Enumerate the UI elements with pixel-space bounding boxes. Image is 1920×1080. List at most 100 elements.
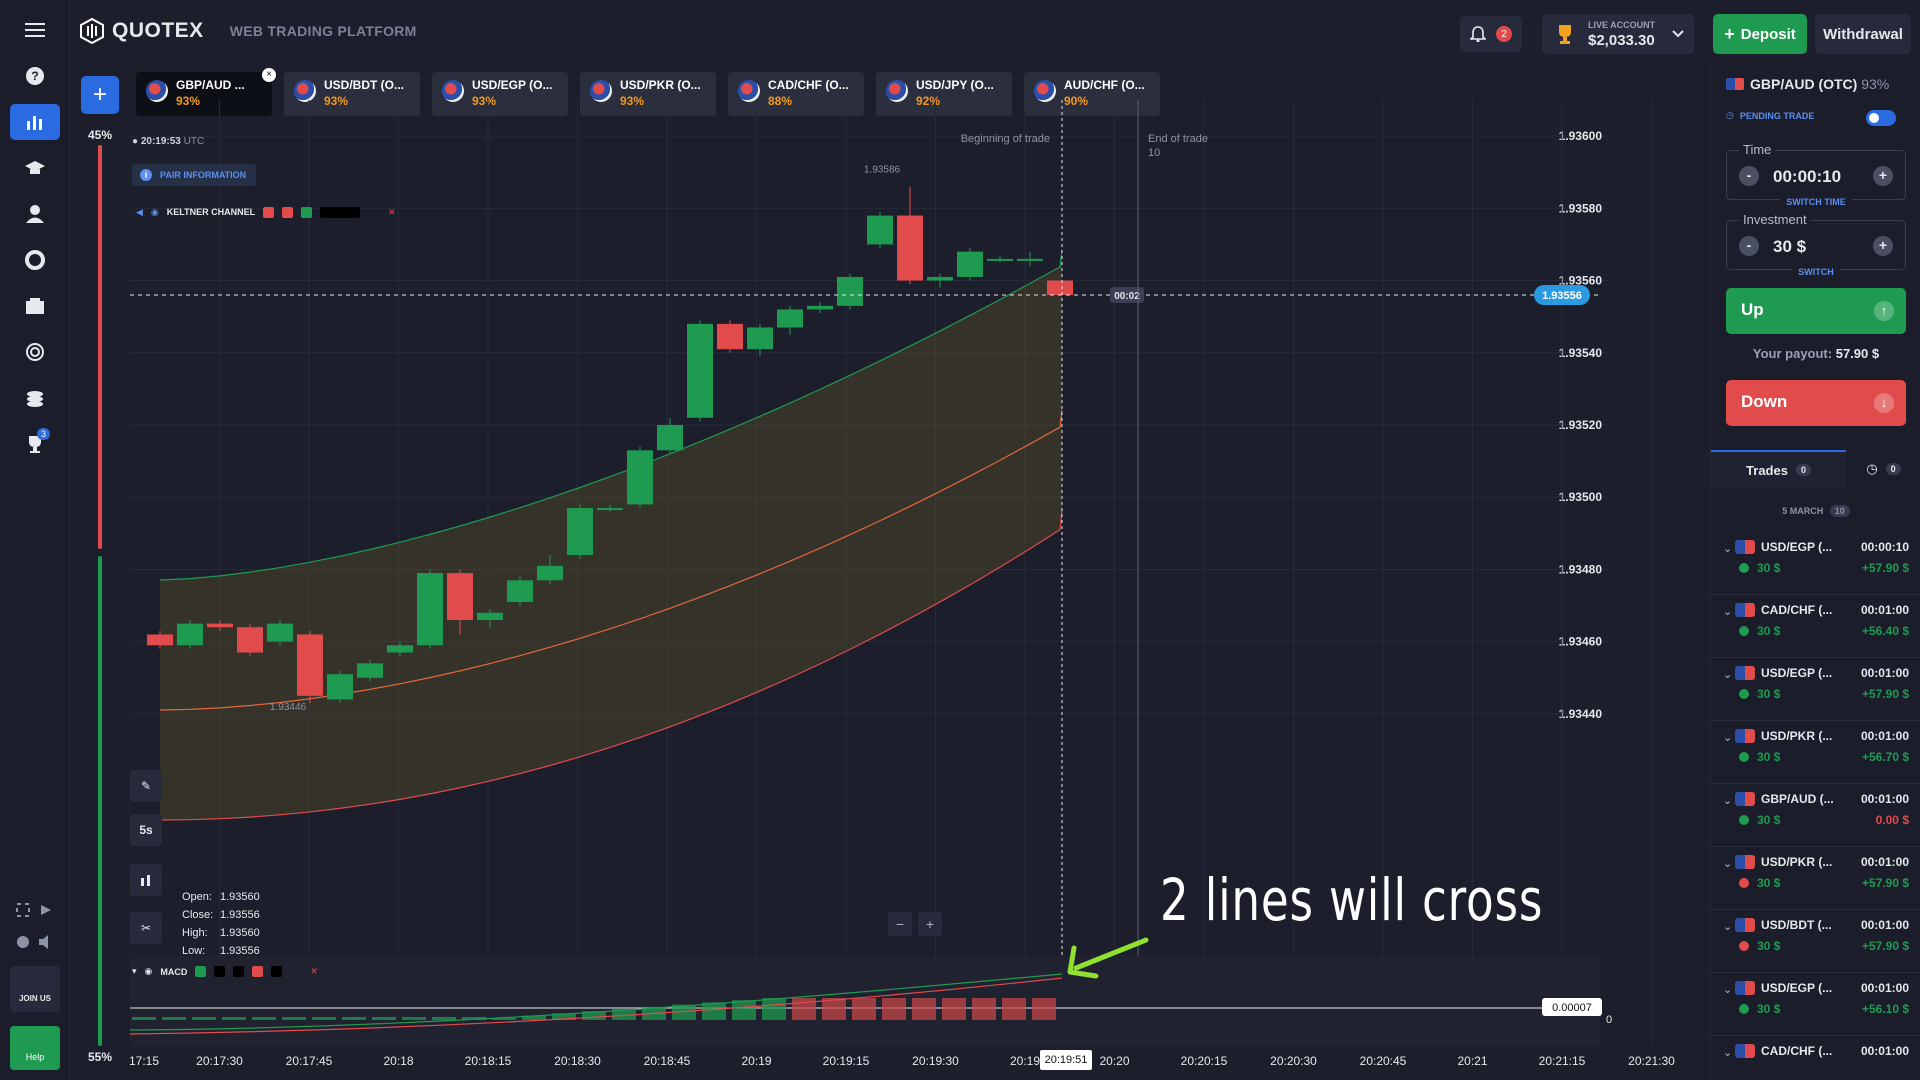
x-tick-label: 20:20:30 [1270,1054,1317,1068]
macd-histogram-bar [162,1017,186,1020]
tab-history[interactable]: ◷ 0 [1846,450,1920,488]
trade-row[interactable]: ⌄ USD/PKR (... 00:01:00 30 $ +57.90 $ [1711,847,1920,910]
up-button[interactable]: Up ↑ [1726,288,1906,334]
tools-icon[interactable]: ✂ [130,912,162,944]
zoom-in-button[interactable]: + [918,912,942,936]
asset-tab[interactable]: AUD/CHF (O... 90% [1024,72,1160,116]
color-swatch[interactable] [195,966,207,977]
macd-histogram-bar [132,1017,156,1020]
time-value[interactable]: 00:00:10 [1773,167,1842,186]
trade-row[interactable]: ⌄ CAD/CHF (... 00:01:00 [1711,1036,1920,1080]
trade-payout: +57.90 $ [1861,561,1909,575]
svg-text:?: ? [31,69,38,83]
ohlc-open-label: Open: [182,891,212,903]
withdrawal-button[interactable]: Withdrawal [1815,14,1911,54]
trade-row[interactable]: ⌄ USD/EGP (... 00:01:00 30 $ +57.90 $ [1711,658,1920,721]
join-us-button[interactable]: JOIN US [10,966,60,1012]
color-swatch[interactable] [233,966,245,977]
trade-row[interactable]: ⌄ CAD/CHF (... 00:01:00 30 $ +56.40 $ [1711,595,1920,658]
trade-row[interactable]: ⌄ USD/EGP (... 00:00:10 30 $ +57.90 $ [1711,532,1920,595]
trade-pair: USD/EGP (... [1761,666,1833,680]
eye-icon[interactable]: ◉ [150,206,159,217]
color-swatch[interactable] [271,966,283,977]
collapse-icon[interactable]: ▾ [132,966,137,976]
asset-tab[interactable]: GBP/AUD ... 93% × [136,68,276,116]
trade-row[interactable]: ⌄ USD/EGP (... 00:01:00 30 $ +56.10 $ [1711,973,1920,1036]
panel-pair[interactable]: GBP/AUD (OTC) 93% [1726,76,1889,92]
market-icon[interactable] [10,288,60,324]
trade-row[interactable]: ⌄ USD/PKR (... 00:01:00 30 $ +56.70 $ [1711,721,1920,784]
account-selector[interactable]: LIVE ACCOUNT $2,033.30 [1542,14,1694,54]
asset-tab[interactable]: USD/JPY (O... 92% [876,72,1012,116]
eye-icon[interactable]: ◉ [144,966,153,976]
candle-body [807,305,833,310]
signals-icon[interactable] [10,334,60,370]
candle-body [297,634,323,696]
color-swatch[interactable] [301,206,313,218]
down-button[interactable]: Down ↓ [1726,380,1906,426]
time-decrease-button[interactable]: - [1739,166,1759,186]
fullscreen-icon[interactable] [10,898,60,922]
investment-decrease-button[interactable]: - [1739,236,1759,256]
sentiment-up-pct: 45% [88,128,113,142]
close-icon[interactable]: ✕ [310,966,318,976]
help-button[interactable]: Help [10,1026,60,1070]
asset-tab[interactable]: USD/PKR (O... 93% [580,72,716,116]
support-icon[interactable]: ? [10,58,60,94]
coins-icon[interactable] [10,380,60,416]
asset-tab[interactable]: CAD/CHF (O... 88% [728,72,864,116]
account-balance: $2,033.30 [1588,32,1655,49]
trade-row[interactable]: ⌄ USD/BDT (... 00:01:00 30 $ +57.90 $ [1711,910,1920,973]
price-chart[interactable]: 1.93600 1.93580 1.93560 1.93540 1.93520 1.935… [130,60,1700,1080]
pending-trade-toggle[interactable] [1866,110,1896,126]
chart-canvas[interactable]: 1.93600 1.93580 1.93560 1.93540 1.93520 1.935… [130,60,1700,1080]
add-asset-button[interactable]: + [81,76,119,114]
menu-icon[interactable] [10,12,60,48]
investment-field[interactable]: Investment - 30 $ + SWITCH [1726,212,1906,277]
macd-histogram-bar [192,1017,216,1020]
tab-trades[interactable]: Trades 0 [1711,450,1846,488]
logo[interactable]: QUOTEX WEB TRADING PLATFORM [80,18,417,44]
color-swatch[interactable] [263,206,275,218]
close-icon[interactable]: × [262,68,276,82]
timeframe-button[interactable]: 5s [130,814,162,846]
deposit-label: Deposit [1740,25,1796,43]
switch-time-link[interactable]: SWITCH TIME [1727,197,1905,207]
x-tick-label: 20:21:15 [1538,1054,1586,1068]
draw-tool-icon[interactable]: ✎ [130,770,162,802]
notifications-button[interactable]: 2 [1460,16,1522,52]
time-increase-button[interactable]: + [1873,166,1893,186]
close-icon[interactable]: ✕ [388,206,396,217]
profile-icon[interactable] [10,196,60,232]
flag-icon [886,80,908,102]
y-tick-label: 1.93600 [1559,129,1603,143]
chevron-down-icon: ⌄ [1723,921,1733,933]
pair-information-button[interactable]: PAIR INFORMATION [132,164,257,186]
direction-down-icon [1739,878,1749,888]
collapse-icon[interactable]: ◀ [136,206,143,217]
refresh-icon[interactable] [10,242,60,278]
asset-tab[interactable]: USD/BDT (O... 93% [284,72,420,116]
candle-body [597,508,623,511]
color-swatch[interactable] [214,966,226,977]
color-swatch[interactable] [282,206,294,218]
time-field[interactable]: Time - 00:00:10 + SWITCH TIME [1726,142,1906,207]
top-bar: QUOTEX WEB TRADING PLATFORM 2 LIVE ACCOU… [70,0,1920,62]
zoom-out-button[interactable]: − [888,912,912,936]
education-icon[interactable] [10,150,60,186]
color-swatch[interactable] [320,206,361,218]
investment-increase-button[interactable]: + [1873,236,1893,256]
asset-tab[interactable]: USD/EGP (O... 93% [432,72,568,116]
switch-link[interactable]: SWITCH [1727,267,1905,277]
chart-icon[interactable] [10,104,60,140]
deposit-button[interactable]: + Deposit [1713,14,1807,54]
settings-icon[interactable] [10,930,60,954]
flag-icon [1735,540,1755,554]
investment-value[interactable]: 30 $ [1773,237,1807,256]
investment-label: Investment [1739,212,1811,227]
color-swatch[interactable] [252,966,264,977]
trade-row[interactable]: ⌄ GBP/AUD (... 00:01:00 30 $ 0.00 $ [1711,784,1920,847]
chart-type-icon[interactable] [130,864,162,896]
candle-body [747,327,773,350]
trophy-icon[interactable]: 3 [10,426,60,462]
